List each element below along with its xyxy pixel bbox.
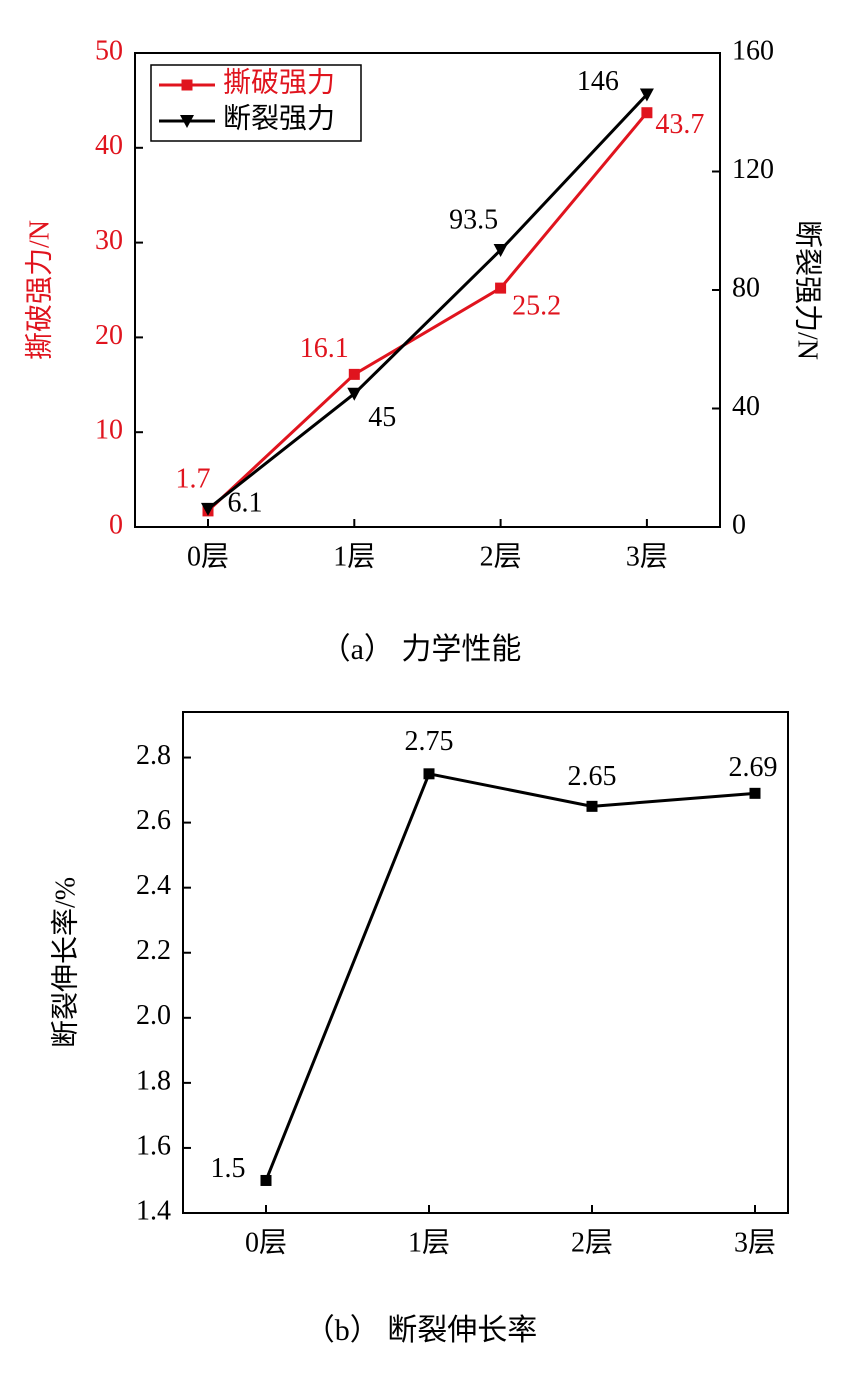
data-label: 43.7 <box>655 109 704 140</box>
y-tick-label: 1.8 <box>136 1065 171 1096</box>
data-label: 93.5 <box>449 204 498 235</box>
point-marker <box>749 787 761 799</box>
data-label: 146 <box>577 66 619 97</box>
legend-label: 撕破强力 <box>223 66 335 98</box>
data-label: 2.69 <box>729 752 778 783</box>
y-tick-label: 2.8 <box>136 740 171 771</box>
y-axis-label: 撕破强力/N <box>23 220 55 360</box>
y-tick-label: 50 <box>95 35 123 66</box>
data-label: 1.7 <box>176 463 211 494</box>
x-tick-label: 2层 <box>571 1227 613 1258</box>
y2-axis-label: 断裂强力/N <box>792 220 824 360</box>
point-marker <box>201 502 215 516</box>
y-tick-label: 40 <box>95 130 123 161</box>
y-tick-label: 2.2 <box>136 935 171 966</box>
y-tick-label: 1.6 <box>136 1130 171 1161</box>
point-marker <box>493 244 508 258</box>
x-tick-label: 3层 <box>626 541 668 572</box>
point-marker <box>586 800 598 812</box>
data-label: 6.1 <box>228 487 263 518</box>
point-marker <box>347 387 362 401</box>
series-line <box>264 772 756 1182</box>
series-line <box>206 111 649 512</box>
x-tick-label: 0层 <box>245 1227 287 1258</box>
point-marker <box>348 368 360 380</box>
point-marker <box>639 88 654 102</box>
x-tick-label: 1层 <box>408 1227 450 1258</box>
caption: （b） 断裂伸长率 <box>305 1314 538 1347</box>
data-label: 25.2 <box>512 291 561 322</box>
x-tick-label: 1层 <box>333 541 375 572</box>
y-tick-label: 20 <box>95 320 123 351</box>
x-tick-label: 0层 <box>187 541 229 572</box>
y-axis-label: 断裂伸长率/% <box>49 877 81 1048</box>
legend-marker <box>181 79 193 91</box>
data-label: 45 <box>368 402 396 433</box>
y2-tick-label: 0 <box>732 509 746 540</box>
point-marker <box>495 282 507 294</box>
y-tick-label: 2.0 <box>136 1000 171 1031</box>
series-line <box>207 93 648 511</box>
point-marker <box>260 1174 272 1186</box>
data-label: 16.1 <box>300 333 349 364</box>
point-marker <box>641 107 653 119</box>
y2-tick-label: 160 <box>732 35 774 66</box>
legend-marker <box>180 115 194 128</box>
y2-tick-label: 120 <box>732 154 774 185</box>
y-tick-label: 1.4 <box>136 1195 171 1226</box>
data-label: 1.5 <box>211 1153 246 1184</box>
legend-box <box>150 64 362 142</box>
point-marker <box>423 768 435 780</box>
y2-tick-label: 40 <box>732 391 760 422</box>
caption: （a） 力学性能 <box>321 633 522 666</box>
x-tick-label: 2层 <box>480 541 522 572</box>
plot-frame <box>182 711 789 1214</box>
data-label: 2.65 <box>568 761 617 792</box>
legend-label: 断裂强力 <box>223 102 335 134</box>
y-tick-label: 2.4 <box>136 870 171 901</box>
y2-tick-label: 80 <box>732 272 760 303</box>
y-tick-label: 30 <box>95 225 123 256</box>
y-tick-label: 2.6 <box>136 805 171 836</box>
y-tick-label: 10 <box>95 415 123 446</box>
x-tick-label: 3层 <box>734 1227 776 1258</box>
data-label: 2.75 <box>405 726 454 757</box>
y-tick-label: 0 <box>109 509 123 540</box>
